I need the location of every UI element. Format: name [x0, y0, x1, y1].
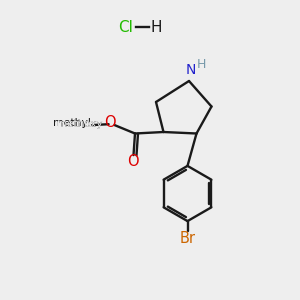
Text: Cl: Cl — [118, 20, 133, 34]
Text: H: H — [197, 58, 206, 71]
Text: methyl: methyl — [53, 118, 91, 128]
Text: methoxy: methoxy — [57, 119, 102, 129]
Text: O: O — [104, 115, 116, 130]
Text: N: N — [185, 63, 196, 77]
Text: methoxy: methoxy — [57, 119, 102, 129]
Text: O: O — [127, 154, 138, 169]
Text: Br: Br — [179, 231, 196, 246]
Text: H: H — [151, 20, 162, 34]
